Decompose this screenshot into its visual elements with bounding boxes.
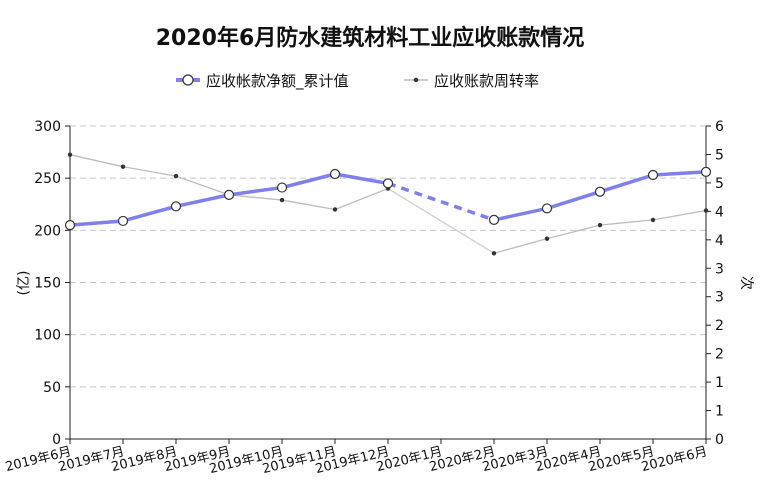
y-left-tick-label: 0 (52, 432, 61, 448)
turnover-line-segment (652, 209, 707, 221)
legend: 应收帐款净额_累计值 应收账款周转率 (176, 72, 539, 91)
y-axis-left-label: (亿) (16, 271, 32, 296)
y-left-tick-label: 50 (43, 380, 61, 396)
y-right-tick-label: 3 (715, 261, 724, 277)
receivables-line-segment (174, 193, 231, 209)
turnover-point (544, 236, 550, 241)
receivables-line-segment (68, 219, 125, 227)
receivables-line-segment (492, 206, 549, 222)
receivables-line-segment (280, 172, 337, 190)
turnover-line-segment (334, 187, 389, 211)
receivables-point (541, 203, 553, 214)
turnover-gap-segment (387, 188, 495, 254)
receivables-line-segment (333, 172, 390, 186)
y-right-tick-label: 5 (715, 176, 724, 192)
y-right-tick-label: 1 (715, 375, 724, 391)
series-receivables (64, 166, 712, 231)
legend-marker-turnover (413, 77, 419, 83)
receivables-line-segment (651, 170, 708, 177)
left-axis-ticks: 300 250 200 150 100 50 0 (34, 119, 70, 448)
y-left-tick-label: 100 (34, 328, 61, 344)
y-right-tick-label: 4 (715, 233, 724, 249)
receivables-point (223, 189, 235, 200)
turnover-point (279, 197, 285, 203)
receivables-point (382, 178, 394, 189)
receivables-point (700, 166, 712, 178)
legend-marker-receivables (182, 74, 194, 86)
turnover-point (332, 207, 338, 212)
turnover-line-segment (599, 219, 654, 226)
turnover-line-segment (281, 199, 336, 211)
turnover-line-segment (69, 154, 124, 168)
turnover-line-segment (546, 224, 601, 240)
y-right-tick-label: 0 (715, 432, 724, 448)
turnover-point (67, 152, 73, 157)
series-turnover (67, 152, 709, 256)
receivables-point (117, 215, 129, 227)
turnover-point (173, 173, 179, 179)
receivables-point (647, 169, 659, 181)
y-left-tick-label: 200 (34, 223, 61, 239)
x-axis-ticks: 2019年6月2019年7月2019年8月2019年9月2019年10月2019… (4, 439, 709, 477)
receivables-point (488, 214, 500, 225)
receivables-point (594, 186, 606, 197)
turnover-line-segment (175, 175, 230, 196)
y-right-tick-label: 6 (715, 119, 724, 135)
turnover-line-segment (493, 238, 548, 254)
receivables-line-segment (227, 185, 284, 197)
receivables-point (329, 168, 341, 180)
y-right-tick-label: 3 (715, 290, 724, 306)
receivables-point (64, 220, 76, 231)
receivables-gap-segment (387, 181, 495, 222)
turnover-point (703, 208, 709, 213)
turnover-point (650, 217, 656, 223)
turnover-point (120, 164, 126, 169)
y-left-tick-label: 300 (34, 119, 61, 135)
gridlines (70, 125, 706, 388)
turnover-line-segment (228, 194, 283, 201)
y-left-tick-label: 250 (34, 171, 61, 187)
receivables-point (276, 182, 288, 193)
chart-title: 2020年6月防水建筑材料工业应收账款情况 (156, 25, 585, 51)
receivables-point (170, 201, 182, 212)
receivables-line-segment (545, 189, 602, 211)
y-right-tick-label: 5 (715, 147, 724, 163)
receivables-line-segment (598, 173, 655, 194)
right-axis-ticks: 6 5 5 4 4 3 3 2 2 1 1 0 (706, 119, 724, 448)
y-right-tick-label: 1 (715, 404, 724, 420)
turnover-line-segment (122, 166, 177, 177)
turnover-point (597, 222, 603, 228)
legend-label-receivables: 应收帐款净额_累计值 (206, 72, 349, 91)
turnover-point (491, 251, 497, 256)
y-right-tick-label: 4 (715, 204, 724, 220)
y-left-tick-label: 150 (34, 276, 61, 292)
y-right-tick-label: 2 (715, 347, 724, 363)
y-axis-right-label: 次 (738, 276, 754, 290)
y-right-tick-label: 2 (715, 318, 724, 334)
legend-label-turnover: 应收账款周转率 (434, 72, 539, 90)
receivables-line-segment (121, 204, 178, 223)
